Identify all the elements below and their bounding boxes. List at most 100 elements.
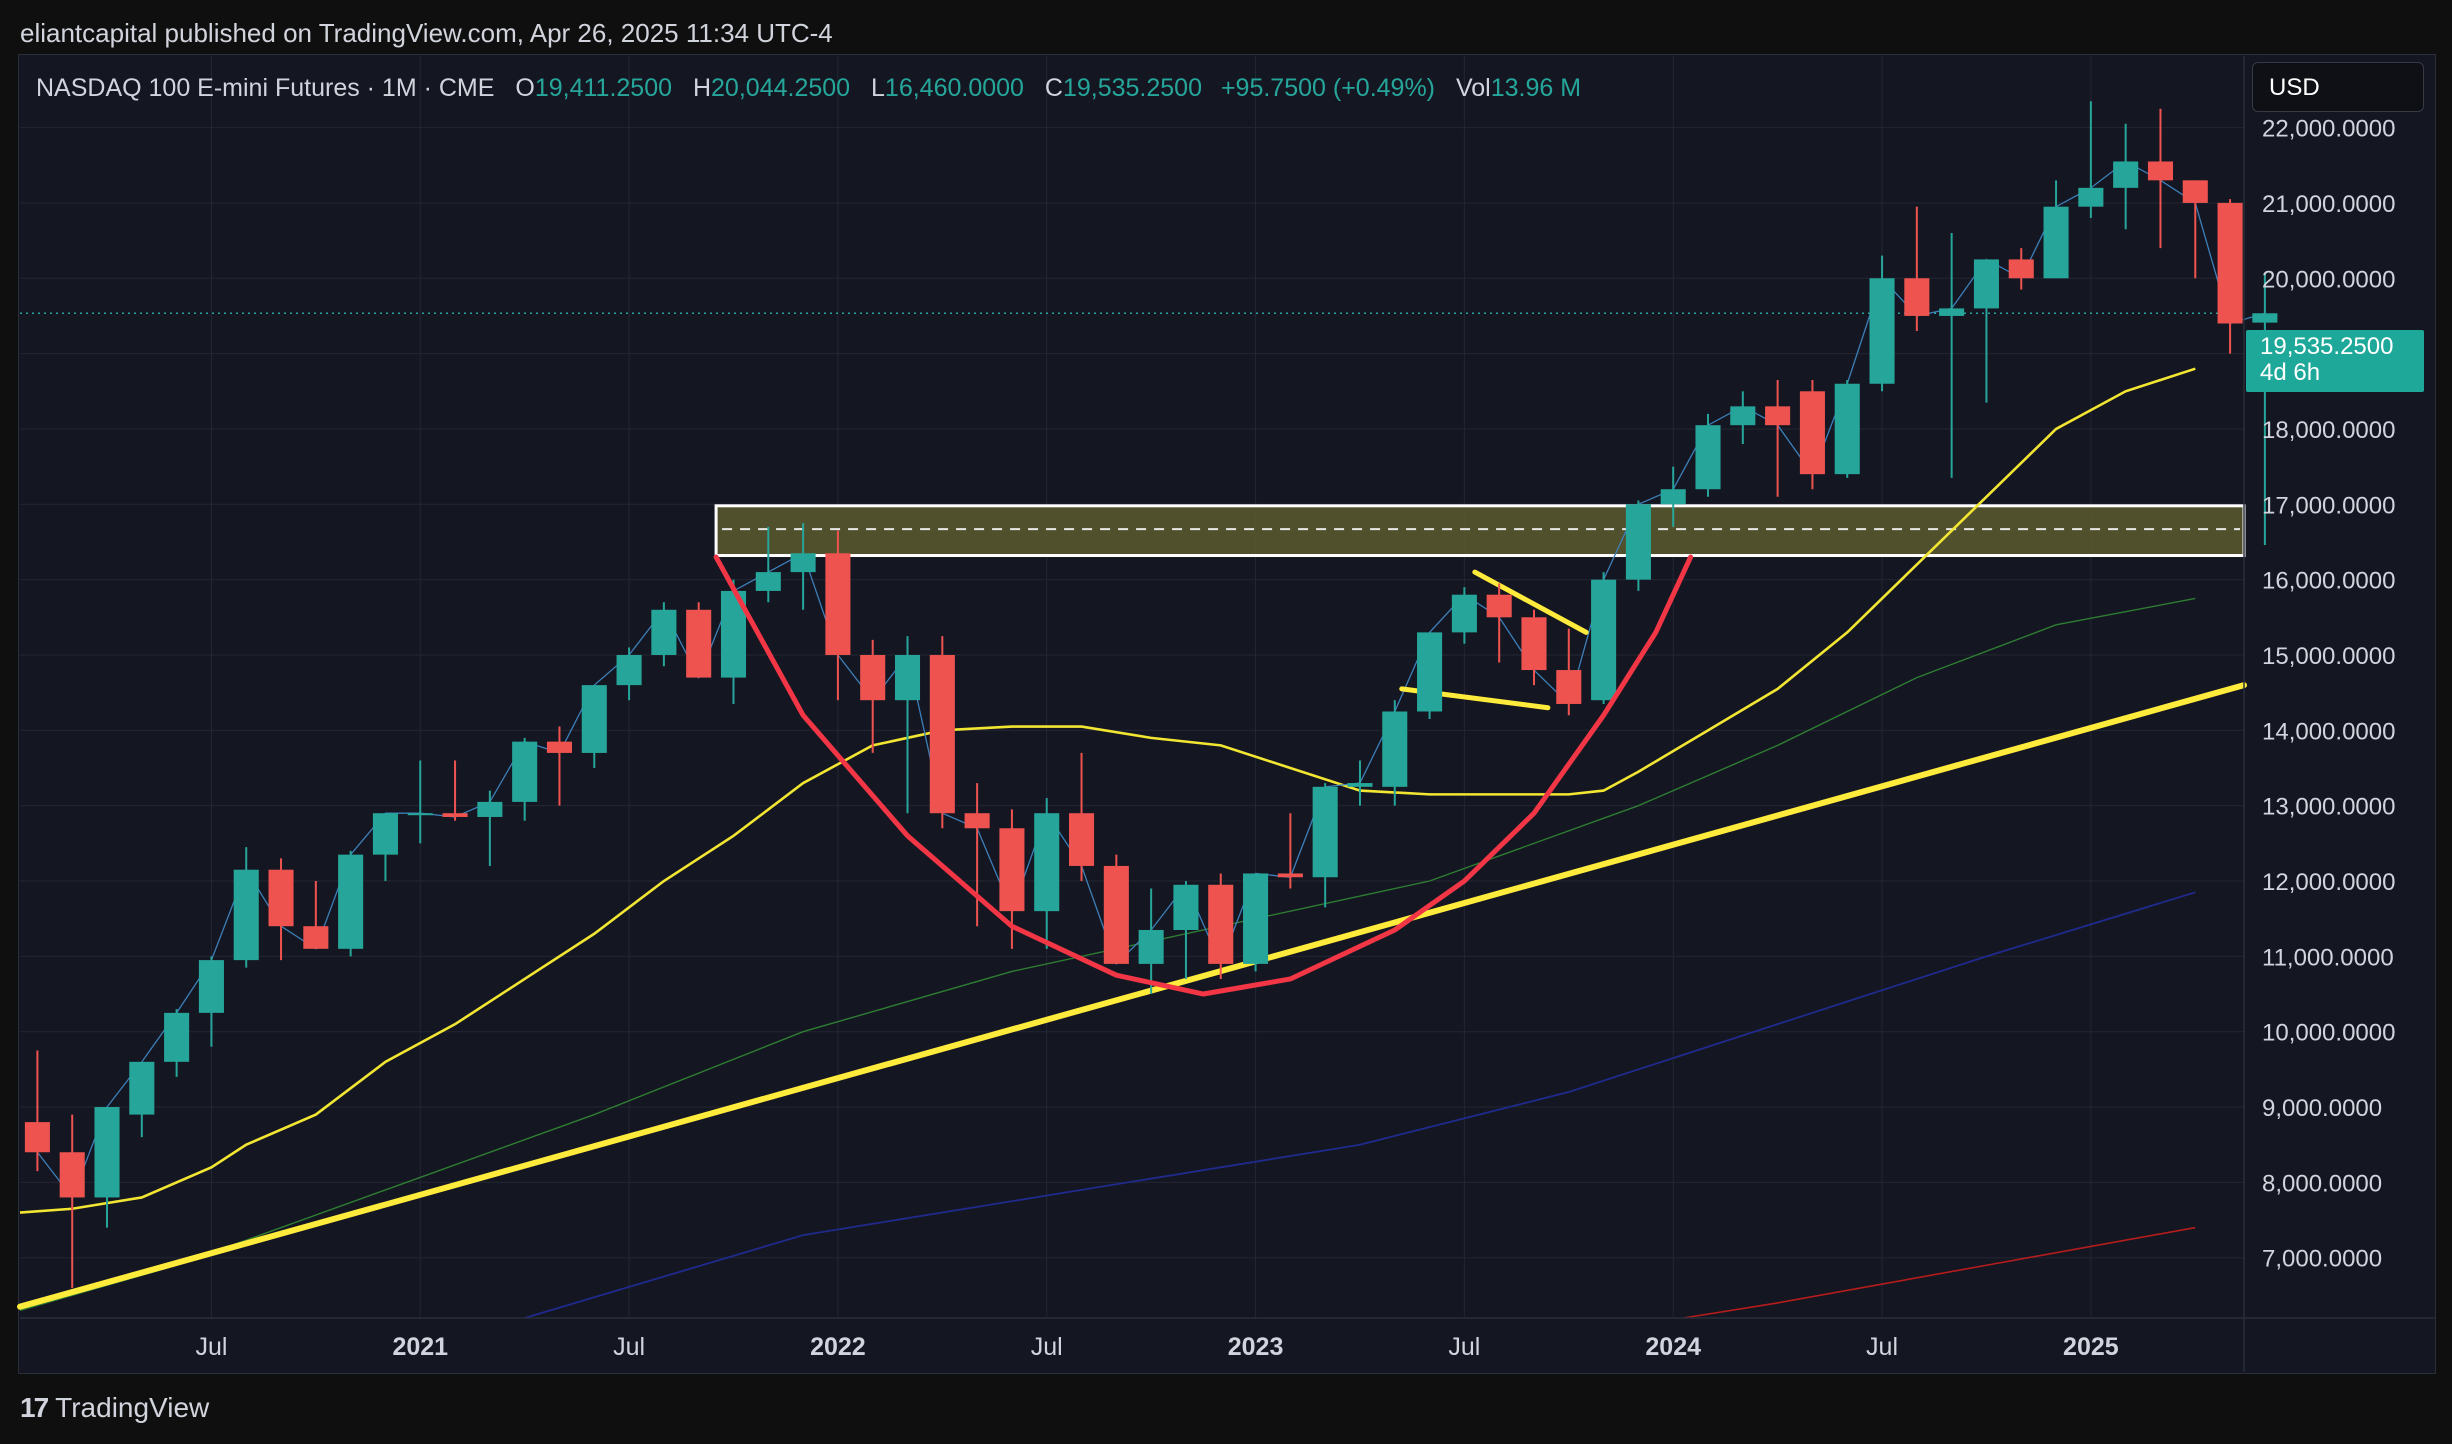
candle bbox=[407, 760, 433, 844]
candle-body bbox=[1625, 504, 1651, 580]
moving-average-line bbox=[19, 367, 2196, 1214]
candle bbox=[2043, 180, 2069, 279]
candle bbox=[1034, 798, 1060, 949]
candle-body bbox=[2147, 161, 2173, 181]
price-tick-label: 16,000.0000 bbox=[2262, 568, 2395, 595]
candle-body bbox=[2113, 161, 2139, 188]
candle-body bbox=[1591, 579, 1617, 701]
candle bbox=[24, 1050, 50, 1172]
low-label: L bbox=[871, 74, 885, 102]
candle-body bbox=[1730, 406, 1756, 426]
time-tick-label: 2025 bbox=[2063, 1333, 2119, 1361]
candle bbox=[999, 809, 1025, 949]
candle-body bbox=[477, 801, 503, 817]
candle-body bbox=[1208, 884, 1234, 964]
candle-body bbox=[790, 553, 816, 573]
moving-average-line bbox=[1683, 1226, 2196, 1319]
time-tick-label: 2024 bbox=[1645, 1333, 1701, 1361]
cup-curve bbox=[713, 554, 1694, 997]
candle bbox=[894, 636, 921, 814]
candle bbox=[790, 523, 816, 610]
currency-button[interactable]: USD bbox=[2252, 62, 2424, 112]
moving-average-line bbox=[524, 891, 2196, 1319]
candle-body bbox=[546, 741, 572, 753]
candle bbox=[1382, 700, 1408, 806]
candle-body bbox=[164, 1012, 190, 1062]
candle bbox=[964, 783, 990, 927]
candle bbox=[1591, 572, 1617, 704]
candle-body bbox=[268, 869, 294, 927]
bar-countdown: 4d 6h bbox=[2260, 359, 2321, 386]
time-tick-label: Jul bbox=[613, 1333, 645, 1361]
high-value: 20,044.2500 bbox=[711, 74, 851, 102]
publisher-line: eliantcapital published on TradingView.c… bbox=[20, 18, 833, 48]
candle-body bbox=[2008, 259, 2034, 279]
candle-body bbox=[1521, 617, 1547, 671]
candle-body bbox=[616, 654, 642, 686]
candle-body bbox=[59, 1152, 85, 1198]
candle bbox=[2217, 199, 2243, 354]
candle bbox=[1556, 628, 1582, 716]
candle bbox=[1103, 854, 1129, 964]
candle-body bbox=[338, 854, 364, 949]
candle bbox=[1869, 255, 1895, 392]
candle-body bbox=[1138, 929, 1164, 964]
candle bbox=[1208, 873, 1234, 979]
time-tick-label: Jul bbox=[1866, 1333, 1898, 1361]
candle bbox=[1939, 233, 1965, 478]
close-value: 19,535.2500 bbox=[1062, 74, 1202, 102]
trendline bbox=[17, 682, 2247, 1310]
price-tick-label: 22,000.0000 bbox=[2262, 116, 2395, 143]
time-tick-label: Jul bbox=[195, 1333, 227, 1361]
candle bbox=[233, 847, 259, 968]
candle bbox=[1521, 609, 1547, 686]
candle-body bbox=[894, 654, 921, 701]
moving-averages bbox=[19, 160, 2266, 1319]
low-value: 16,460.0000 bbox=[884, 74, 1024, 102]
tradingview-brand[interactable]: 17 TradingView bbox=[20, 1392, 209, 1424]
candle-body bbox=[2043, 206, 2069, 279]
candle bbox=[616, 647, 642, 701]
candle bbox=[1904, 206, 1930, 332]
candle-body bbox=[1451, 594, 1477, 633]
price-tick-label: 21,000.0000 bbox=[2262, 191, 2395, 218]
candle-body bbox=[2252, 313, 2278, 323]
tradingview-logo-icon: 17 bbox=[20, 1392, 49, 1423]
cup-pattern bbox=[713, 554, 1694, 997]
candle bbox=[2252, 274, 2278, 545]
candle bbox=[1173, 881, 1199, 979]
candle-body bbox=[581, 685, 607, 753]
candle bbox=[2113, 123, 2139, 230]
candle bbox=[303, 881, 329, 949]
candle-body bbox=[1904, 278, 1930, 316]
candle bbox=[1765, 379, 1791, 497]
candle-body bbox=[651, 609, 677, 655]
candle bbox=[581, 685, 607, 768]
price-tick-label: 11,000.0000 bbox=[2262, 944, 2394, 971]
candle bbox=[1451, 587, 1477, 644]
candle bbox=[2008, 248, 2034, 290]
axes: 7,000.0000 8,000.0000 9,000.0000 10,000.000… bbox=[20, 56, 2436, 1372]
candle bbox=[59, 1114, 85, 1288]
price-tick-label: 17,000.0000 bbox=[2262, 492, 2395, 519]
price-tick-label: 20,000.0000 bbox=[2262, 266, 2395, 293]
support-zone bbox=[20, 312, 2246, 558]
candle bbox=[372, 813, 398, 882]
candle-body bbox=[1382, 711, 1408, 787]
candle bbox=[1069, 752, 1095, 882]
candle-body bbox=[442, 813, 468, 817]
symbol-name[interactable]: NASDAQ 100 E-mini Futures · 1M · CME bbox=[36, 74, 495, 102]
candle-body bbox=[2078, 187, 2104, 207]
candle-body bbox=[1834, 383, 1860, 475]
candle-body bbox=[1799, 391, 1825, 475]
candle bbox=[1138, 888, 1164, 995]
trendline bbox=[1472, 569, 1589, 635]
candle bbox=[338, 850, 364, 957]
candle bbox=[1730, 391, 1756, 445]
candle-body bbox=[1486, 594, 1512, 618]
candle bbox=[1973, 259, 1999, 403]
time-tick-label: 2021 bbox=[392, 1333, 448, 1361]
last-price-value: 19,535.2500 bbox=[2260, 333, 2394, 360]
candle bbox=[1625, 500, 1651, 591]
